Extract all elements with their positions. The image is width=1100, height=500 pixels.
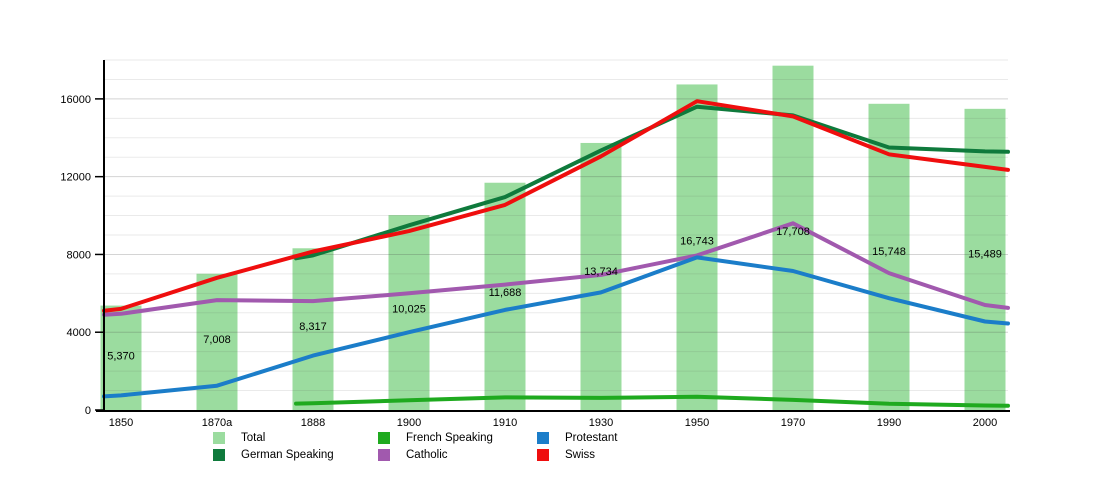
legend-swatch-protestant [537, 431, 549, 444]
legend-label-catholic: Catholic [406, 448, 448, 461]
chart-legend: Total German Speaking French Speaking Ca… [0, 431, 1100, 471]
legend-item-german-speaking: German Speaking [213, 448, 334, 461]
x-tick-label: 1870a [202, 417, 233, 429]
x-tick-label: 2000 [973, 417, 997, 429]
bar-value-label: 15,748 [872, 246, 906, 258]
legend-label-swiss: Swiss [565, 448, 596, 461]
x-tick-label: 1900 [397, 417, 421, 429]
y-tick-label: 8000 [67, 249, 91, 261]
bar-value-label: 17,708 [776, 226, 810, 238]
total-bar [388, 215, 430, 410]
bar-value-label: 11,688 [489, 287, 522, 299]
y-tick-label: 4000 [67, 327, 91, 339]
legend-column-3: Protestant Swiss [537, 431, 617, 461]
x-tick-label: 1990 [877, 417, 901, 429]
total-bar [676, 84, 718, 411]
x-tick-label: 1930 [589, 417, 613, 429]
bar-value-label: 16,743 [680, 236, 714, 248]
series-line-swiss [102, 99, 1010, 313]
legend-label-total: Total [241, 431, 266, 444]
total-bar [292, 248, 334, 410]
legend-column-1: Total German Speaking [213, 431, 334, 461]
x-tick-label: 1970 [781, 417, 805, 429]
series-line-french-speaking [294, 394, 1010, 408]
legend-swatch-french-speaking [378, 431, 390, 444]
y-tick-label: 12000 [60, 172, 91, 184]
legend-item-french-speaking: French Speaking [378, 431, 493, 444]
legend-item-swiss: Swiss [537, 448, 617, 461]
y-tick-label: 0 [85, 405, 91, 417]
bar-value-label: 13,734 [584, 266, 618, 278]
legend-column-2: French Speaking Catholic [378, 431, 493, 461]
legend-swatch-total [213, 431, 225, 444]
bar-value-label: 7,008 [203, 334, 231, 346]
legend-swatch-swiss [537, 448, 549, 461]
legend-label-french-speaking: French Speaking [406, 431, 493, 444]
x-tick-label: 1888 [301, 417, 325, 429]
legend-label-german-speaking: German Speaking [241, 448, 334, 461]
x-tick-label: 1850 [109, 417, 133, 429]
legend-item-catholic: Catholic [378, 448, 493, 461]
bar-value-label: 10,025 [392, 304, 426, 316]
bar-value-label: 5,370 [107, 351, 135, 363]
bar-value-label: 15,489 [968, 248, 1002, 260]
legend-item-total: Total [213, 431, 334, 444]
y-tick-label: 16000 [60, 94, 91, 106]
total-bar [964, 108, 1006, 410]
legend-swatch-german-speaking [213, 448, 225, 461]
legend-swatch-catholic [378, 448, 390, 461]
x-tick-label: 1950 [685, 417, 709, 429]
series-line-catholic [102, 221, 1010, 317]
bar-value-label: 8,317 [299, 321, 327, 333]
series-line-protestant [102, 255, 1010, 399]
x-tick-label: 1910 [493, 417, 517, 429]
total-bar [484, 182, 526, 410]
legend-item-protestant: Protestant [537, 431, 617, 444]
legend-label-protestant: Protestant [565, 431, 618, 444]
